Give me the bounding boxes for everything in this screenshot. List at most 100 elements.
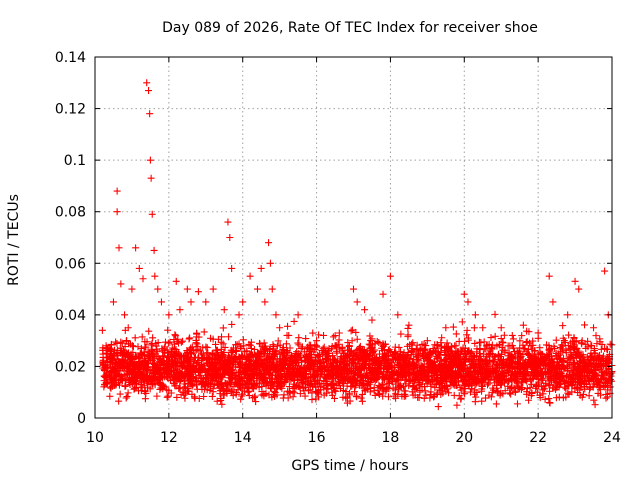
data-point-outlier [235, 311, 243, 319]
data-point [581, 321, 589, 329]
data-point [154, 376, 162, 384]
data-point [262, 345, 270, 353]
data-point [134, 365, 142, 373]
data-point-outlier [519, 321, 527, 329]
data-point [193, 385, 201, 393]
data-point [506, 354, 514, 362]
data-point [381, 340, 389, 348]
data-point [315, 359, 323, 367]
data-point [138, 371, 146, 379]
data-point [508, 377, 516, 385]
data-point [468, 361, 476, 369]
data-point [557, 354, 565, 362]
data-point [290, 368, 298, 376]
data-point [498, 350, 506, 358]
data-point [418, 340, 426, 348]
data-point [370, 387, 378, 395]
data-point [327, 380, 335, 388]
data-point [384, 393, 392, 401]
data-point-outlier [124, 324, 132, 332]
data-point [531, 347, 539, 355]
data-point [484, 350, 492, 358]
data-point [578, 337, 586, 345]
data-point [124, 389, 132, 397]
data-point-outlier [479, 324, 487, 332]
data-point [203, 374, 211, 382]
data-point [444, 353, 452, 361]
data-point [575, 347, 583, 355]
data-point [320, 349, 328, 357]
data-point [470, 324, 478, 332]
data-point [197, 360, 205, 368]
data-point [138, 350, 146, 358]
data-point [438, 379, 446, 387]
data-point [353, 362, 361, 370]
data-point [346, 364, 354, 372]
data-point [133, 353, 141, 361]
data-point [470, 368, 478, 376]
data-point [348, 326, 356, 334]
data-point [146, 373, 154, 381]
data-point [172, 359, 180, 367]
data-point [584, 343, 592, 351]
data-point [263, 354, 271, 362]
data-point [517, 384, 525, 392]
data-point [115, 397, 123, 405]
data-point [238, 392, 246, 400]
data-point [289, 393, 297, 401]
data-point [172, 375, 180, 383]
data-point [200, 380, 208, 388]
data-point [478, 397, 486, 405]
data-point [247, 345, 255, 353]
data-point [163, 393, 171, 401]
data-point [568, 382, 576, 390]
data-point [469, 351, 477, 359]
data-point [552, 336, 560, 344]
data-point [280, 377, 288, 385]
data-point [209, 385, 217, 393]
data-point-outlier [194, 288, 202, 296]
data-point [227, 348, 235, 356]
data-point [559, 342, 567, 350]
data-point [332, 387, 340, 395]
data-point-outlier [128, 285, 136, 293]
data-point [392, 394, 400, 402]
data-point [232, 390, 240, 398]
data-point [245, 340, 253, 348]
data-point [123, 393, 131, 401]
data-point [569, 343, 577, 351]
data-point [423, 368, 431, 376]
data-point [330, 355, 338, 363]
data-point [488, 345, 496, 353]
x-tick-label: 24 [603, 430, 621, 446]
data-point [199, 355, 207, 363]
data-point [209, 377, 217, 385]
data-point [440, 357, 448, 365]
data-point [550, 370, 558, 378]
data-point [281, 370, 289, 378]
data-point [420, 394, 428, 402]
data-point [474, 360, 482, 368]
data-point-outlier [132, 244, 140, 252]
data-point [137, 381, 145, 389]
data-point [195, 372, 203, 380]
data-point [325, 365, 333, 373]
data-point [419, 365, 427, 373]
data-point [418, 383, 426, 391]
data-point [386, 374, 394, 382]
data-point [176, 363, 184, 371]
data-point [109, 377, 117, 385]
data-point [385, 346, 393, 354]
data-point [460, 388, 468, 396]
data-point [241, 371, 249, 379]
data-point [246, 357, 254, 365]
data-point [405, 382, 413, 390]
data-point [107, 340, 115, 348]
data-point [453, 382, 461, 390]
y-tick-label: 0.04 [55, 308, 86, 324]
data-point [566, 355, 574, 363]
data-point [509, 335, 517, 343]
data-point [114, 366, 122, 374]
data-point [221, 357, 229, 365]
data-point-outlier [575, 285, 583, 293]
